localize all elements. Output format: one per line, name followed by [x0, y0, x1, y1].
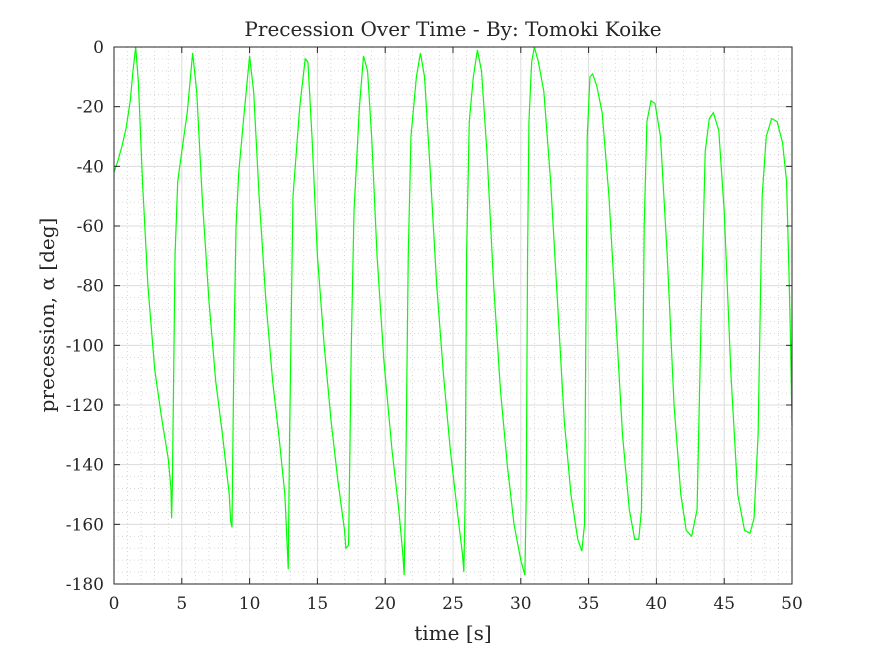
x-tick-label: 35 — [578, 594, 600, 614]
y-tick-label: -40 — [77, 157, 104, 177]
chart-title: Precession Over Time - By: Tomoki Koike — [244, 17, 661, 41]
x-tick-label: 50 — [781, 594, 803, 614]
x-tick-label: 10 — [239, 594, 261, 614]
x-tick-labels: 0 5 10 15 20 25 30 35 40 45 50 — [109, 594, 803, 614]
x-tick-label: 40 — [646, 594, 668, 614]
x-axis-title: time [s] — [414, 621, 491, 645]
y-axis-title: precession, α [deg] — [35, 218, 59, 413]
x-tick-label: 5 — [176, 594, 187, 614]
y-tick-label: 0 — [93, 38, 104, 58]
x-tick-label: 15 — [307, 594, 329, 614]
y-tick-label: -120 — [66, 396, 104, 416]
series-line — [113, 46, 793, 576]
x-tick-label: 20 — [374, 594, 396, 614]
y-tick-label: -160 — [66, 515, 104, 535]
x-tick-label: 0 — [109, 594, 120, 614]
y-tick-label: -140 — [66, 456, 104, 476]
y-tick-label: -80 — [77, 277, 104, 297]
x-tick-label: 45 — [713, 594, 735, 614]
y-tick-label: -60 — [77, 217, 104, 237]
y-tick-label: -180 — [66, 575, 104, 595]
y-tick-label: -100 — [66, 336, 104, 356]
y-tick-labels: 0 -20 -40 -60 -80 -100 -120 -140 -160 -180 — [66, 38, 104, 595]
tick-marks — [113, 46, 793, 585]
x-tick-label: 30 — [510, 594, 532, 614]
y-tick-label: -20 — [77, 98, 104, 118]
x-tick-label: 25 — [442, 594, 464, 614]
